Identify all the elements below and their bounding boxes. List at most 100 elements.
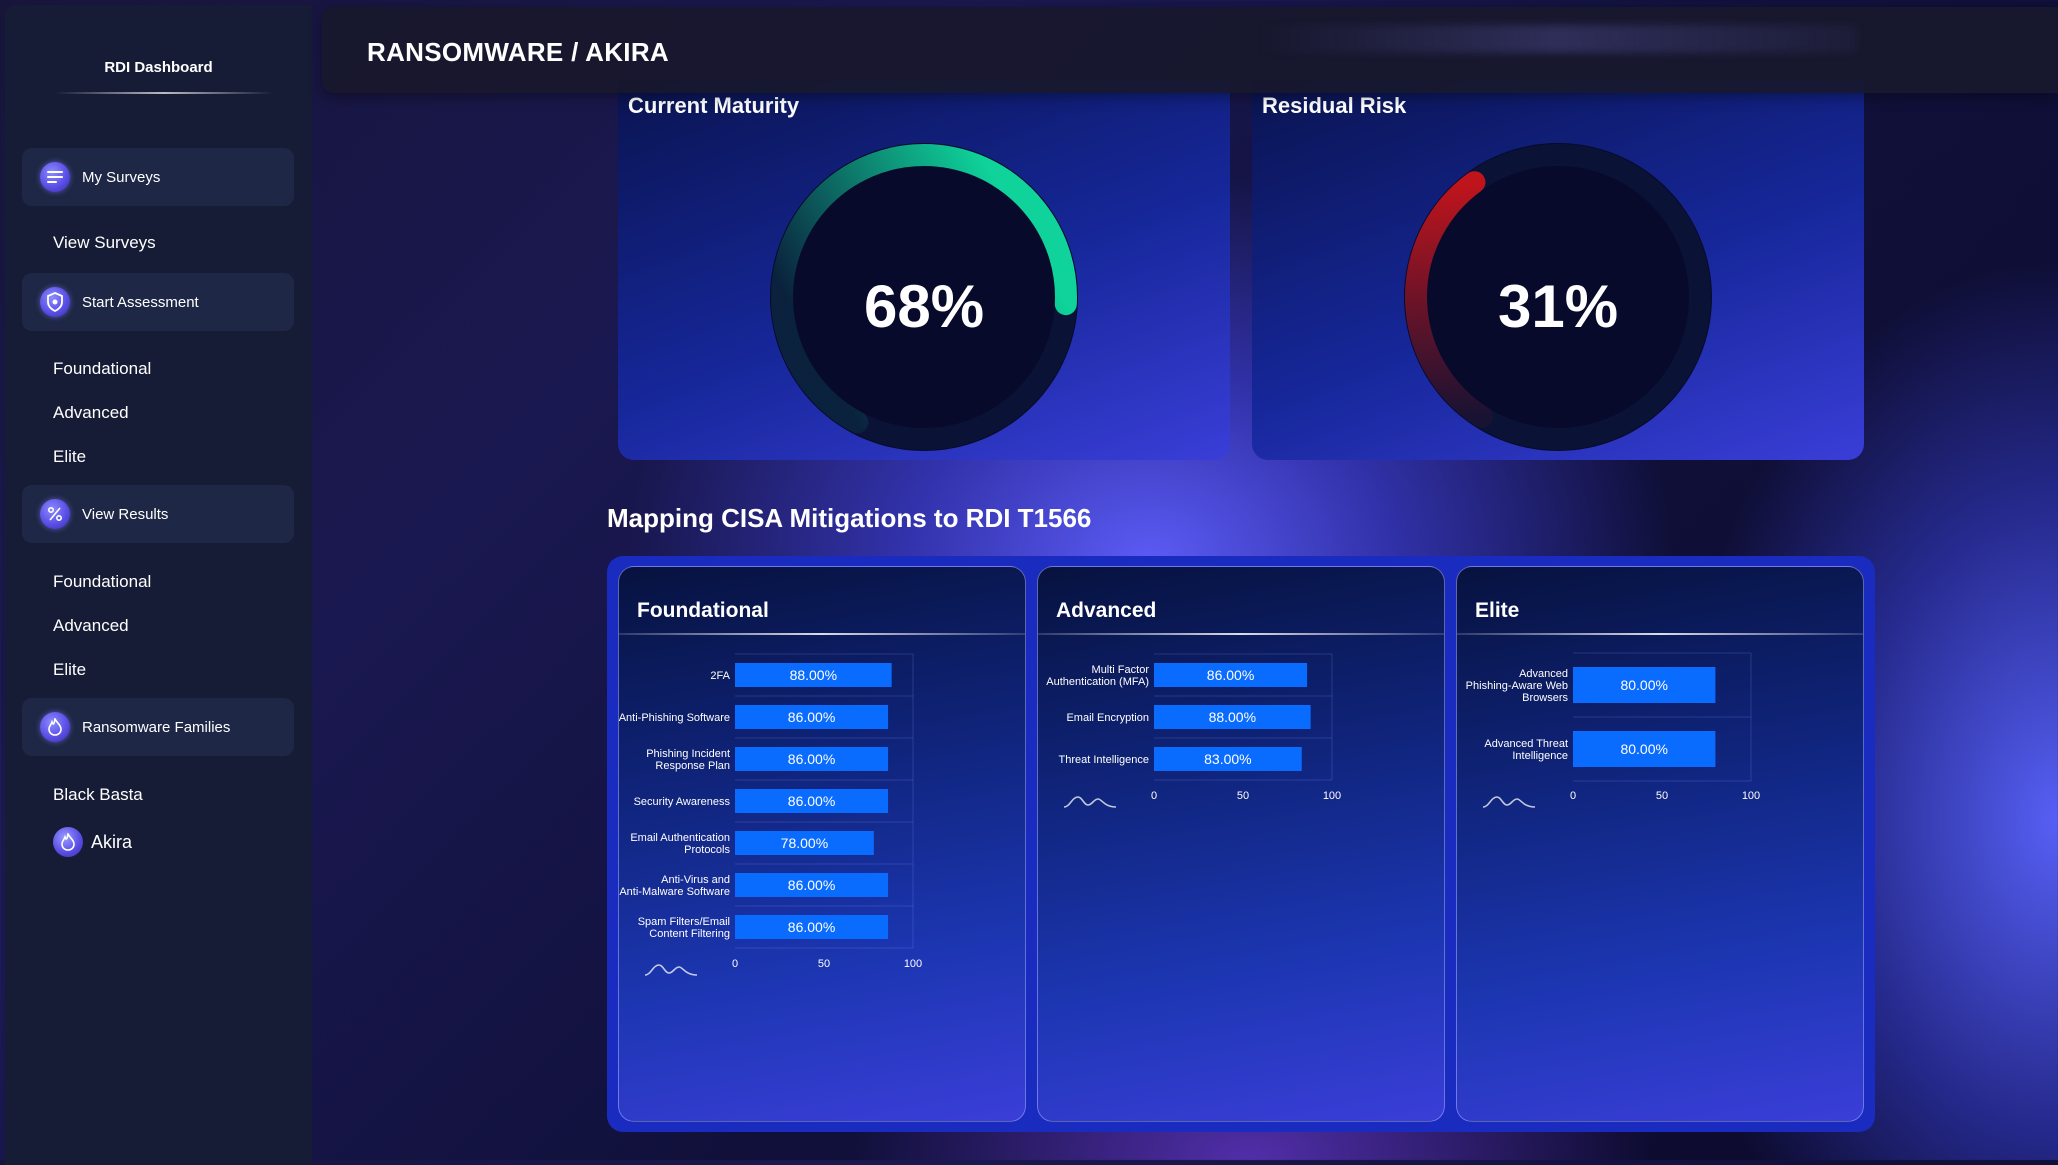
- bar: [735, 873, 889, 897]
- elite-mitigations-card: Elite 80.00% Advanced Phishing-Aware Web Br…: [1456, 566, 1864, 1122]
- advanced-mitigations-card: Advanced 86.00% Multi Factor Authenticatio…: [1037, 566, 1445, 1122]
- sidebar-link-assessment-advanced[interactable]: Advanced: [53, 403, 129, 422]
- bar: [1154, 705, 1311, 729]
- current-maturity-card: 68% Current Maturity: [618, 80, 1230, 460]
- sidebar-item-start-assessment[interactable]: Start Assessment: [22, 273, 294, 331]
- sidebar-item-label: Start Assessment: [82, 293, 199, 311]
- category-label: Advanced Phishing-Aware Web Browsers: [1466, 668, 1569, 704]
- category-label: Anti-Phishing Software: [619, 712, 730, 724]
- list-icon: [40, 162, 70, 192]
- card-divider: [619, 633, 1025, 635]
- x-tick-label: 0: [1151, 790, 1157, 802]
- bar-value-label: 86.00%: [1207, 667, 1254, 683]
- wave-logo-icon: [1482, 796, 1536, 808]
- card-divider: [1038, 633, 1444, 635]
- sidebar-link-assessment-elite[interactable]: Elite: [53, 447, 87, 466]
- bar: [735, 747, 889, 771]
- bar-value-label: 86.00%: [788, 709, 835, 725]
- sidebar-link-akira[interactable]: Akira: [53, 827, 132, 857]
- advanced-card-title: Advanced: [1056, 599, 1157, 622]
- sidebar-item-label: View Results: [82, 505, 169, 523]
- sidebar-item-label: Ransomware Families: [82, 718, 231, 736]
- category-label: Email Encryption: [1066, 712, 1149, 724]
- card-divider: [1457, 633, 1863, 635]
- sidebar-divider: [55, 92, 273, 94]
- category-label: 2FA: [710, 670, 730, 682]
- bar-value-label: 80.00%: [1620, 677, 1667, 693]
- sidebar-link-view-surveys[interactable]: View Surveys: [53, 233, 156, 252]
- sidebar-item-my-surveys[interactable]: My Surveys: [22, 148, 294, 206]
- x-tick-label: 100: [1323, 790, 1341, 802]
- maturity-gauge: 68%: [770, 143, 1078, 451]
- bar: [735, 915, 889, 939]
- wave-logo-icon: [1063, 796, 1117, 808]
- category-label: Multi Factor Authentication (MFA): [1046, 664, 1149, 688]
- bar: [1573, 731, 1716, 767]
- gridlines: [1154, 653, 1333, 781]
- risk-gauge-arc: [1405, 171, 1494, 428]
- bar: [1154, 663, 1308, 687]
- sidebar-link-label: Akira: [91, 831, 133, 852]
- category-label: Phishing Incident Response Plan: [646, 748, 730, 772]
- wave-logo-icon: [644, 964, 698, 976]
- residual-risk-title: Residual Risk: [1262, 93, 1407, 118]
- sidebar-title: RDI Dashboard: [104, 59, 213, 76]
- risk-gauge: 31%: [1404, 143, 1712, 451]
- foundational-bar-chart: 88.00% 2FA 86.00% Anti-Phishing Software 86.…: [619, 653, 922, 976]
- sidebar-link-black-basta[interactable]: Black Basta: [53, 785, 143, 804]
- sidebar-item-label: My Surveys: [82, 168, 161, 186]
- sidebar-link-results-advanced[interactable]: Advanced: [53, 616, 129, 635]
- bar-value-label: 86.00%: [788, 793, 835, 809]
- sidebar-link-results-elite[interactable]: Elite: [53, 660, 87, 679]
- x-tick-label: 50: [818, 958, 830, 970]
- residual-risk-card: 31% Residual Risk: [1252, 80, 1864, 460]
- sidebar-item-view-results[interactable]: View Results: [22, 485, 294, 543]
- bar: [735, 789, 889, 813]
- bar-value-label: 78.00%: [781, 835, 828, 851]
- foundational-mitigations-card: Foundational 88.00% 2FA 86.00% Anti-Phishin…: [618, 566, 1026, 1122]
- category-label: Advanced Threat Intelligence: [1484, 738, 1568, 762]
- bar: [735, 831, 874, 855]
- bar-value-label: 88.00%: [1209, 709, 1256, 725]
- bar-value-label: 80.00%: [1620, 741, 1667, 757]
- x-tick-label: 100: [904, 958, 922, 970]
- bar-value-label: 86.00%: [788, 877, 835, 893]
- bar-value-label: 86.00%: [788, 919, 835, 935]
- mitigations-section-title: Mapping CISA Mitigations to RDI T1566: [607, 503, 1092, 533]
- elite-bar-chart: 80.00% Advanced Phishing-Aware Web Browsers…: [1466, 652, 1760, 808]
- flame-icon: [53, 827, 83, 857]
- sidebar: RDI Dashboard My Surveys View Surveys St…: [5, 5, 312, 1165]
- elite-card-title: Elite: [1475, 599, 1520, 622]
- category-label: Email Authentication Protocols: [630, 832, 730, 856]
- sidebar-link-results-foundational[interactable]: Foundational: [53, 572, 152, 591]
- breadcrumb: RANSOMWARE / AKIRA: [367, 37, 669, 67]
- x-tick-label: 0: [1570, 790, 1576, 802]
- percent-icon: [40, 499, 70, 529]
- top-header: RANSOMWARE / AKIRA: [322, 7, 2058, 93]
- advanced-bar-chart: 86.00% Multi Factor Authentication (MFA) 88…: [1046, 653, 1341, 808]
- shield-icon: [40, 287, 70, 317]
- bar: [1573, 667, 1716, 703]
- bar: [1154, 747, 1302, 771]
- x-tick-label: 50: [1656, 790, 1668, 802]
- x-tick-label: 100: [1742, 790, 1760, 802]
- category-label: Spam Filters/Email Content Filtering: [638, 916, 730, 940]
- category-label: Threat Intelligence: [1059, 754, 1150, 766]
- mitigations-panel: Foundational 88.00% 2FA 86.00% Anti-Phishin…: [607, 556, 1875, 1132]
- category-label: Anti-Virus and Anti-Malware Software: [619, 874, 730, 898]
- gridlines: [735, 653, 914, 949]
- bar-value-label: 88.00%: [790, 667, 837, 683]
- blurred-content: [1257, 25, 1857, 53]
- category-label: Security Awareness: [634, 796, 731, 808]
- maturity-gauge-arc: [771, 144, 1077, 434]
- foundational-card-title: Foundational: [637, 599, 769, 622]
- sidebar-item-ransomware-families[interactable]: Ransomware Families: [22, 698, 294, 756]
- flame-icon: [40, 712, 70, 742]
- current-maturity-title: Current Maturity: [628, 93, 800, 118]
- maturity-value: 68%: [864, 273, 984, 340]
- sidebar-link-assessment-foundational[interactable]: Foundational: [53, 359, 152, 378]
- bar: [735, 663, 892, 687]
- bar-value-label: 83.00%: [1204, 751, 1251, 767]
- bar-value-label: 86.00%: [788, 751, 835, 767]
- x-tick-label: 50: [1237, 790, 1249, 802]
